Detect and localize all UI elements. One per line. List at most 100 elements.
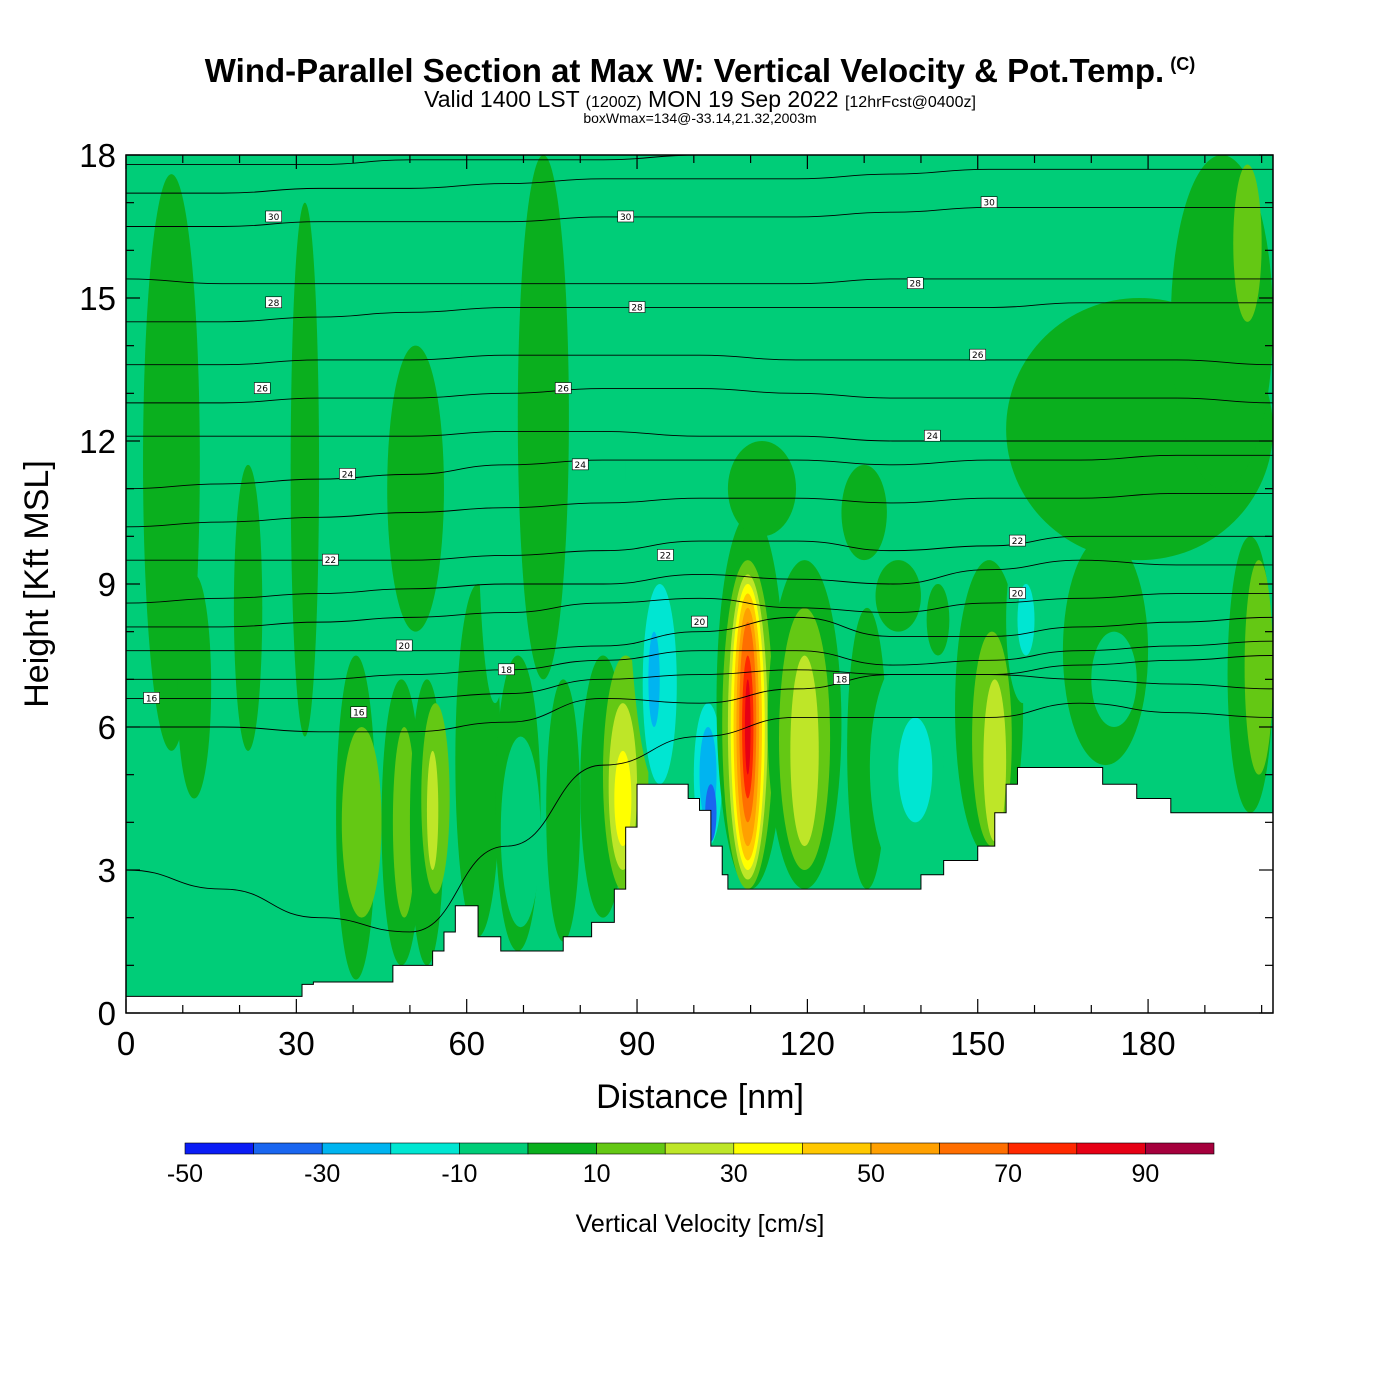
x-tick-label-90: 90 (619, 1025, 656, 1062)
velocity-cell-9 (426, 750, 439, 871)
contour-label-box-18 (906, 277, 924, 290)
contour-label-box-14 (554, 382, 572, 394)
colorbar-swatch-7 (664, 1142, 735, 1155)
contour-label-21: 30 (983, 199, 995, 209)
velocity-cell-56 (1153, 607, 1228, 785)
contour-label-box-8 (657, 549, 674, 561)
contour-label-box-2 (498, 663, 515, 676)
theta-contour-26-11 (126, 388, 1273, 404)
chart-title: Wind-Parallel Section at Max W: Vertical… (0, 52, 1400, 90)
velocity-cell-47 (926, 584, 950, 656)
velocity-cell-18 (614, 750, 632, 847)
colorbar-tick-label-3: 10 (583, 1160, 611, 1188)
velocity-cell-55 (1091, 631, 1137, 727)
theta-contour-24-10 (126, 431, 1273, 442)
theta-contour-28-13 (126, 302, 1273, 323)
colorbar-tick-label-4: 30 (720, 1160, 748, 1188)
contour-label-box-6 (1009, 587, 1026, 599)
contour-label-17: 28 (631, 304, 643, 314)
theta-contour-20-6 (126, 559, 1273, 604)
velocity-cell-13 (500, 736, 541, 928)
colorbar-tick-label-1: -30 (304, 1160, 340, 1188)
x-tick-label-180: 180 (1121, 1025, 1176, 1062)
contour-label-11: 24 (575, 461, 587, 471)
forecast-info: [12hrFcst@0400z] (844, 94, 976, 111)
theta-contour-30-15 (126, 206, 1273, 227)
velocity-cell-61 (1233, 164, 1262, 322)
contour-label-box-19 (265, 210, 282, 223)
contour-label-5: 20 (694, 618, 706, 628)
contour-label-box-20 (617, 210, 634, 223)
contour-label-18: 28 (910, 280, 922, 290)
contour-label-6: 20 (1012, 590, 1024, 600)
colorbar-tick-label-2: -10 (441, 1160, 477, 1188)
valid-utc: (1200Z) (585, 94, 642, 111)
contour-label-box-4 (395, 639, 413, 652)
chart-title-main: Wind-Parallel Section at Max W: Vertical… (204, 52, 1165, 89)
contour-label-box-16 (265, 296, 282, 309)
contour-label-7: 22 (325, 556, 336, 566)
x-tick-label-30: 30 (278, 1025, 315, 1062)
velocity-cell-62 (727, 441, 797, 537)
y-tick-label-15: 15 (79, 280, 116, 317)
contour-label-8: 22 (660, 551, 671, 561)
valid-date: MON 19 Sep 2022 (648, 86, 839, 112)
velocity-cell-2 (233, 464, 263, 751)
velocity-cell-10 (341, 727, 382, 918)
x-tick-label-150: 150 (950, 1025, 1005, 1062)
colorbar-tick-label-5: 50 (857, 1160, 885, 1188)
colorbar-swatch-14 (1145, 1142, 1215, 1155)
colorbar-swatch-6 (596, 1142, 666, 1155)
theta-contour-16-1 (126, 674, 1273, 733)
velocity-cell-22 (478, 274, 513, 704)
velocity-cell-45 (841, 464, 887, 561)
theta-contour-18-2 (126, 655, 1273, 699)
theta-contour-22-8 (126, 492, 1273, 528)
colorbar-swatch-0 (184, 1142, 254, 1155)
theta-contour-18-3 (126, 640, 1273, 680)
theta-contour-22-7 (126, 535, 1273, 561)
contour-label-2: 18 (501, 666, 513, 676)
contour-label-box-13 (253, 382, 271, 394)
terrain-mask (126, 767, 1273, 1013)
y-tick-label-9: 9 (98, 566, 116, 603)
contour-label-10: 24 (342, 470, 354, 480)
contour-label-box-5 (691, 615, 708, 628)
colorbar-swatch-11 (939, 1142, 1009, 1155)
contour-label-20: 30 (620, 213, 632, 223)
velocity-cell-6 (392, 727, 416, 918)
theta-contour-16-0 (126, 702, 1273, 933)
colorbar-tick-label-7: 90 (1131, 1160, 1159, 1188)
contour-label-14: 26 (557, 385, 569, 395)
contour-label-box-11 (571, 458, 589, 471)
velocity-cell-46 (875, 560, 921, 632)
velocity-cell-14 (546, 679, 581, 942)
velocity-cell-41 (790, 655, 819, 847)
contour-label-15: 26 (972, 351, 984, 361)
colorbar-tick-label-0: -50 (167, 1160, 203, 1188)
copyright-mark: (C) (1170, 54, 1196, 74)
x-axis-title: Distance [nm] (596, 1078, 804, 1116)
colorbar-swatch-8 (733, 1142, 803, 1155)
x-tick-label-0: 0 (117, 1025, 135, 1062)
colorbar-tick-label-6: 70 (994, 1160, 1022, 1188)
contour-label-box-7 (322, 553, 339, 566)
contour-label-0: 16 (146, 694, 158, 704)
contour-label-4: 20 (399, 642, 411, 652)
contour-label-box-9 (1009, 534, 1026, 547)
theta-contour-26-12 (126, 354, 1273, 366)
colorbar-swatch-1 (253, 1142, 323, 1155)
y-tick-label-18: 18 (79, 137, 116, 174)
contour-label-1: 16 (353, 709, 365, 719)
colorbar-swatch-2 (321, 1142, 392, 1155)
theta-contour-20-4 (126, 616, 1273, 652)
velocity-cell-58 (1244, 560, 1273, 775)
contour-label-box-1 (350, 706, 368, 719)
contour-label-box-0 (143, 692, 160, 704)
colorbar-swatch-3 (390, 1142, 460, 1155)
y-tick-label-6: 6 (98, 709, 116, 746)
contour-label-box-15 (969, 348, 987, 361)
colorbar-swatch-5 (527, 1142, 597, 1155)
y-axis-title: Height [Kft MSL] (18, 460, 56, 708)
